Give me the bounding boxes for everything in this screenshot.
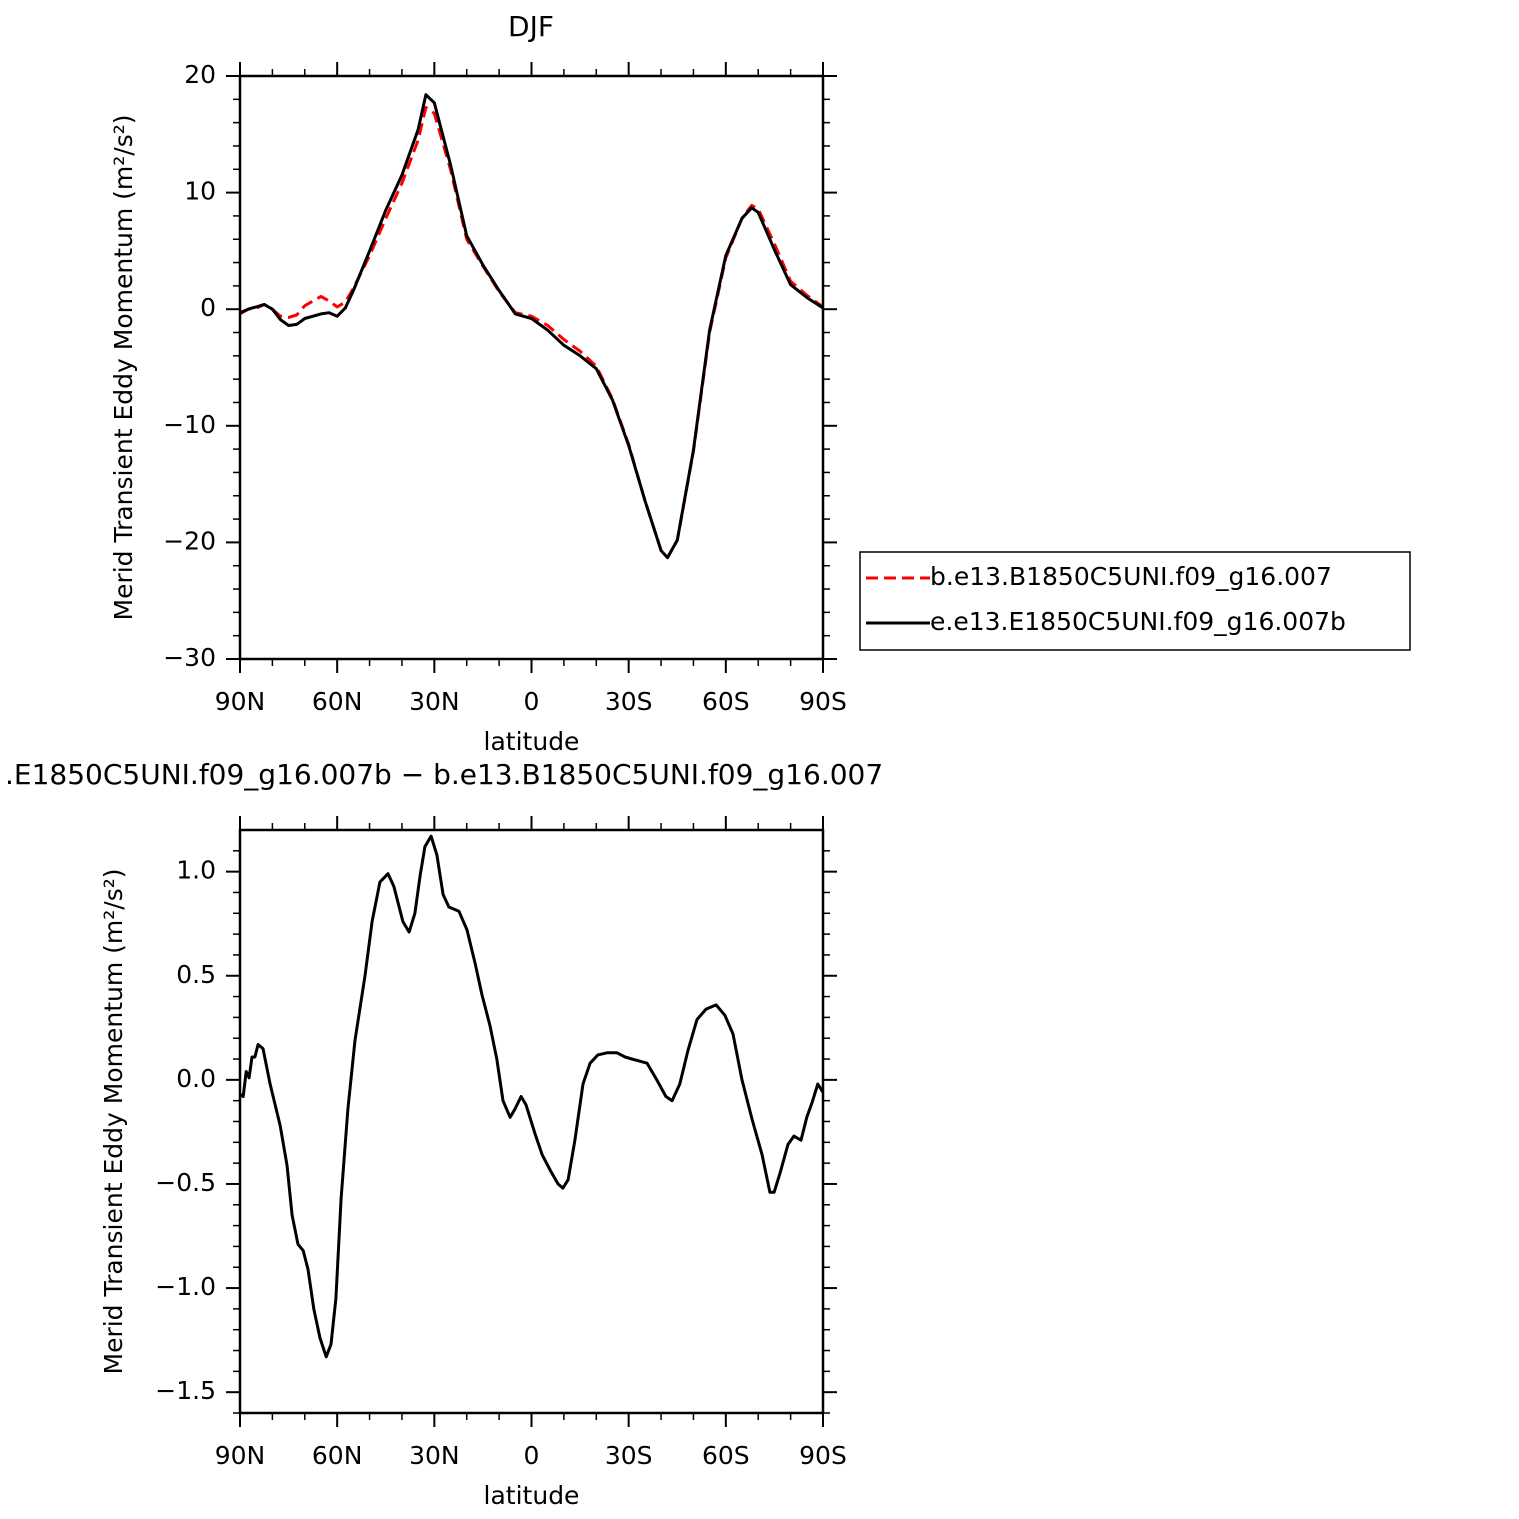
data-line — [239, 106, 824, 560]
plot-frame — [238, 74, 825, 661]
y-tick-label: 10 — [184, 177, 216, 206]
panel: .E1850C5UNI.f09_g16.007b − b.e13.B1850C5… — [5, 758, 883, 1510]
y-tick-label: −20 — [163, 526, 216, 555]
y-tick-label: 1.0 — [176, 856, 216, 885]
y-tick-label: 0.5 — [176, 960, 216, 989]
x-tick-label: 60S — [702, 1441, 750, 1470]
x-tick-label: 90N — [215, 1441, 266, 1470]
x-tick-label: 0 — [524, 1441, 540, 1470]
y-tick-label: −1.0 — [155, 1272, 216, 1301]
chart-title: DJF — [508, 10, 554, 43]
y-tick-label: −0.5 — [155, 1168, 216, 1197]
x-axis-label: latitude — [484, 1481, 580, 1510]
x-tick-label: 30S — [605, 1441, 653, 1470]
y-axis-label: Merid Transient Eddy Momentum (m²/s²) — [109, 115, 138, 621]
x-tick-label: 0 — [524, 687, 540, 716]
y-axis-label: Merid Transient Eddy Momentum (m²/s²) — [99, 869, 128, 1375]
x-tick-label: 30S — [605, 687, 653, 716]
x-tick-label: 60S — [702, 687, 750, 716]
x-tick-label: 60N — [312, 687, 363, 716]
x-tick-label: 30N — [409, 1441, 460, 1470]
data-line — [239, 93, 824, 560]
y-tick-label: −1.5 — [155, 1376, 216, 1405]
x-axis-label: latitude — [484, 727, 580, 756]
x-tick-label: 60N — [312, 1441, 363, 1470]
legend-label: b.e13.B1850C5UNI.f09_g16.007 — [930, 562, 1332, 591]
y-tick-label: 20 — [184, 60, 216, 89]
x-tick-label: 90N — [215, 687, 266, 716]
chart-title: .E1850C5UNI.f09_g16.007b − b.e13.B1850C5… — [5, 758, 883, 791]
y-tick-label: −30 — [163, 643, 216, 672]
y-tick-label: −10 — [163, 410, 216, 439]
panel: DJF 90N 60N 30N 0 30S 60S 90S 20 10 0 −10 −20 −30 lati… — [109, 10, 1411, 756]
y-tick-label: 0 — [200, 293, 216, 322]
x-tick-label: 90S — [799, 1441, 847, 1470]
x-tick-label: 90S — [799, 687, 847, 716]
x-tick-label: 30N — [409, 687, 460, 716]
plot-frame — [238, 828, 825, 1415]
legend-label: e.e13.E1850C5UNI.f09_g16.007b — [930, 607, 1346, 636]
y-tick-label: 0.0 — [176, 1064, 216, 1093]
legend-box — [859, 551, 1411, 651]
data-line — [239, 834, 825, 1359]
